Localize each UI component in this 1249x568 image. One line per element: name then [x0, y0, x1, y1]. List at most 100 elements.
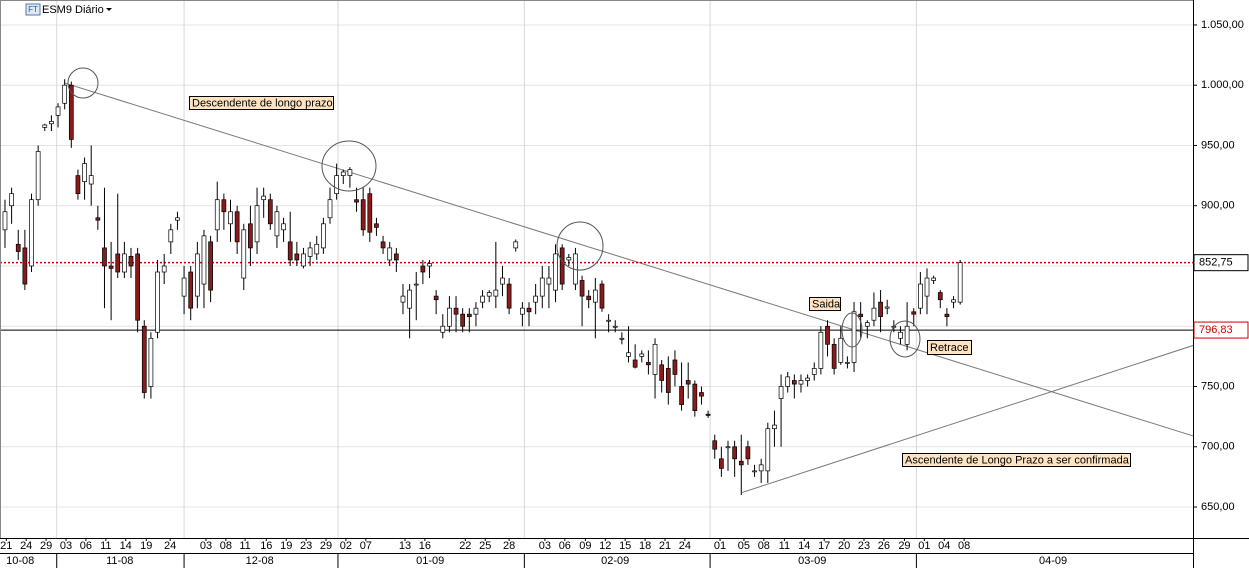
candle: [864, 320, 870, 339]
candle-body: [566, 257, 572, 261]
x-tick-label: 19: [140, 540, 152, 552]
candle-body: [42, 124, 48, 128]
candle: [506, 278, 512, 315]
candle-body: [35, 151, 41, 201]
candle: [712, 434, 718, 459]
candle: [327, 187, 333, 224]
candle-body: [9, 193, 14, 207]
candle-body: [334, 175, 339, 195]
month-label: 01-09: [416, 555, 444, 567]
dropdown-arrow[interactable]: [106, 8, 112, 11]
candle-body: [387, 247, 393, 261]
candle: [765, 422, 771, 483]
candle: [838, 326, 844, 365]
candle: [559, 244, 565, 291]
month-label: 04-09: [1039, 555, 1067, 567]
candle: [248, 205, 253, 266]
x-tick-label: 08: [220, 540, 232, 552]
candle-body: [287, 241, 293, 261]
candle-body: [725, 446, 731, 449]
candle: [68, 81, 74, 148]
candle-body: [944, 313, 950, 317]
candle-body: [214, 199, 220, 231]
candle: [42, 123, 48, 132]
candle-body: [904, 325, 910, 345]
candle-body: [95, 217, 101, 221]
annotation: Saida: [812, 298, 841, 310]
candle: [234, 205, 240, 254]
annotations: Descendente de longo prazo Saida Retrace…: [189, 96, 1131, 467]
candle: [612, 320, 618, 333]
candle-body: [712, 440, 718, 450]
candle-body: [115, 253, 121, 273]
x-tick-label: 08: [958, 540, 970, 552]
candle-body: [413, 283, 419, 286]
candle: [420, 259, 426, 285]
candle: [453, 296, 459, 333]
candle: [659, 359, 665, 393]
candle-body: [805, 377, 810, 381]
candle: [924, 268, 930, 315]
candle: [831, 338, 837, 375]
candle: [626, 326, 631, 363]
highlight-circle: [67, 67, 99, 99]
candle: [2, 199, 8, 248]
candle-body: [911, 311, 917, 315]
candle-body: [62, 84, 68, 104]
candle: [772, 410, 777, 447]
candle-body: [791, 380, 797, 385]
candle: [122, 241, 127, 279]
candle: [818, 326, 824, 375]
candle-body: [652, 343, 658, 375]
highlight-circle: [889, 320, 921, 358]
candle: [758, 458, 764, 483]
candle-body: [175, 217, 180, 221]
candle: [261, 187, 267, 218]
candle-body: [141, 325, 147, 393]
candle-body: [838, 337, 844, 363]
candle-body: [241, 229, 247, 279]
candle-body: [665, 368, 671, 393]
candle-body: [155, 271, 160, 333]
candle-body: [924, 277, 930, 297]
price-label-box: [1193, 254, 1249, 272]
candle-body: [82, 163, 87, 182]
candle-body: [201, 235, 207, 285]
candle-body: [221, 199, 227, 213]
candle-body: [785, 376, 791, 387]
candle-body: [845, 362, 850, 364]
candle-body: [466, 313, 472, 317]
x-tick-label: 11: [239, 540, 250, 552]
x-tick-label: 09: [579, 540, 591, 552]
candle-body: [248, 223, 253, 249]
annotation: Ascendente de Longo Prazo a ser confirma…: [905, 454, 1130, 466]
y-tick-label: 750,00: [1201, 380, 1235, 392]
candle-body: [957, 262, 963, 303]
annotation-box: [902, 453, 1131, 467]
candle-body: [374, 223, 379, 228]
candle-body: [765, 428, 771, 472]
candle-body: [705, 413, 711, 416]
candle: [62, 79, 68, 110]
y-tick-label: 950,00: [1201, 139, 1235, 151]
candle-body: [493, 289, 499, 297]
month-label: 11-08: [106, 555, 133, 567]
candle: [400, 284, 406, 315]
candle-body: [659, 364, 665, 381]
x-tick-label: 28: [503, 540, 515, 552]
candle-body: [639, 353, 645, 357]
candle: [705, 410, 711, 418]
candle-body: [699, 392, 704, 397]
candle: [566, 253, 572, 266]
candle-body: [393, 253, 399, 261]
candle-body: [951, 299, 956, 303]
x-tick-label: 21: [0, 540, 12, 552]
candle: [241, 223, 247, 291]
candle-body: [274, 211, 280, 237]
candle-body: [533, 295, 538, 303]
candle: [553, 244, 558, 303]
candle: [354, 187, 359, 212]
x-tick-label: 24: [164, 540, 176, 552]
candle-body: [281, 223, 286, 231]
highlight-circle: [841, 312, 863, 348]
